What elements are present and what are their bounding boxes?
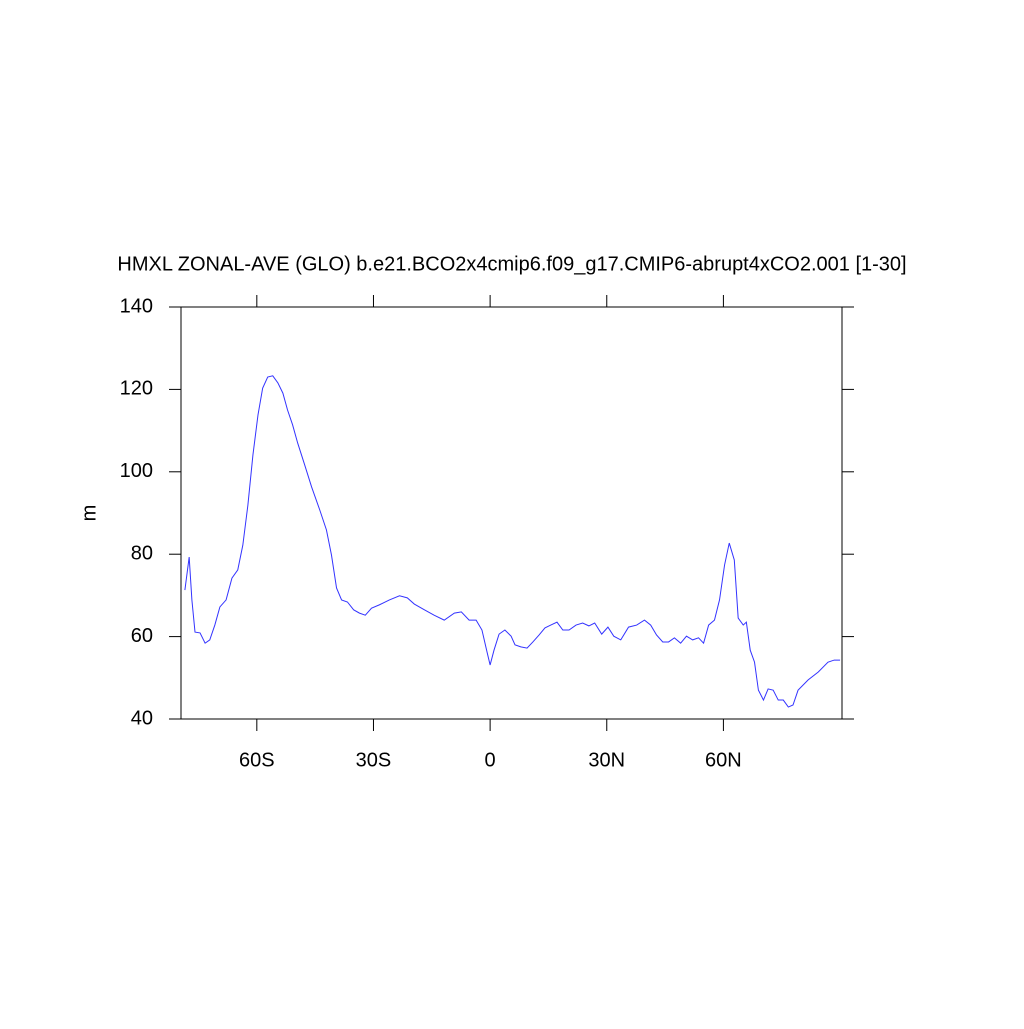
- chart-title: HMXL ZONAL-AVE (GLO) b.e21.BCO2x4cmip6.f…: [117, 253, 906, 275]
- y-tick-label: 140: [120, 295, 153, 317]
- x-tick-label: 60N: [705, 749, 742, 771]
- y-tick-label: 60: [131, 625, 153, 647]
- x-tick-label: 30N: [588, 749, 625, 771]
- data-line: [184, 375, 841, 708]
- y-tick-label: 120: [120, 378, 153, 400]
- plot-frame: [180, 306, 843, 720]
- y-tick-label: 40: [131, 707, 153, 729]
- y-axis-label: m: [78, 505, 100, 522]
- x-tick-label: 60S: [239, 749, 275, 771]
- y-tick-label: 80: [131, 542, 153, 564]
- x-tick-label: 0: [485, 749, 496, 771]
- y-tick-label: 100: [120, 460, 153, 482]
- x-tick-label: 30S: [356, 749, 392, 771]
